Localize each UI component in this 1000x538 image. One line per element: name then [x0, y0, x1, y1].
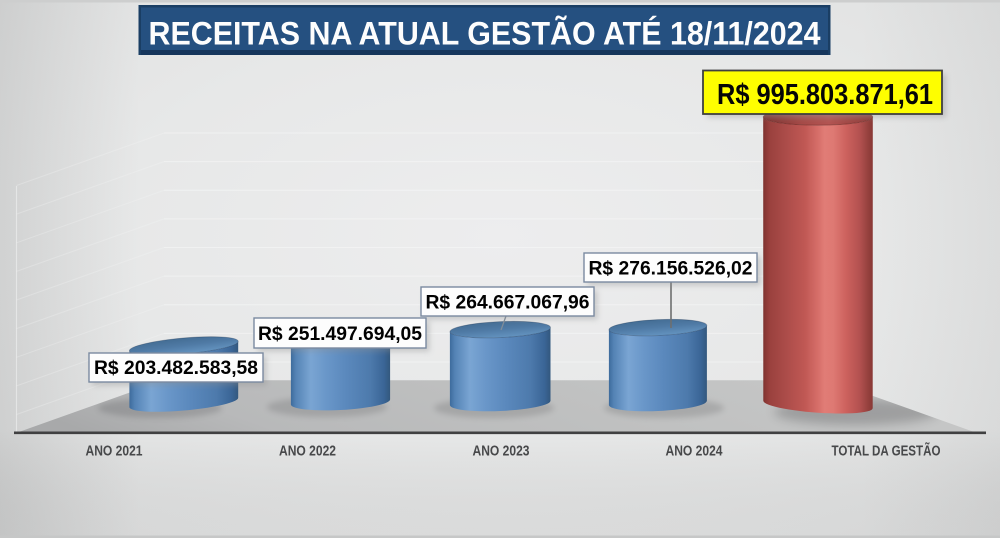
svg-text:ANO 2021: ANO 2021 — [86, 443, 143, 460]
svg-text:R$ 264.667.067,96: R$ 264.667.067,96 — [426, 292, 590, 314]
svg-text:R$ 203.482.583,58: R$ 203.482.583,58 — [94, 357, 258, 379]
svg-text:ANO 2022: ANO 2022 — [279, 443, 336, 460]
svg-text:ANO 2023: ANO 2023 — [473, 443, 530, 460]
svg-text:R$ 251.497.694,05: R$ 251.497.694,05 — [258, 323, 422, 345]
svg-text:TOTAL DA GESTÃO: TOTAL DA GESTÃO — [832, 442, 941, 460]
svg-text:ANO 2024: ANO 2024 — [666, 443, 723, 460]
svg-text:R$ 276.156.526,02: R$ 276.156.526,02 — [589, 258, 753, 280]
svg-text:RECEITAS NA ATUAL GESTÃO ATÉ 1: RECEITAS NA ATUAL GESTÃO ATÉ 18/11/2024 — [149, 14, 821, 51]
svg-text:R$ 995.803.871,61: R$ 995.803.871,61 — [717, 79, 933, 111]
